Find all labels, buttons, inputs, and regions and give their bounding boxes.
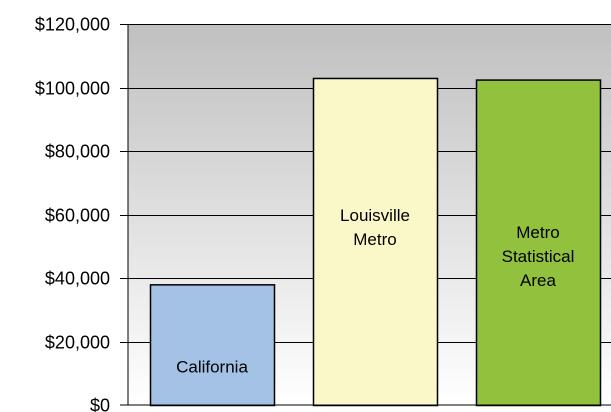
bar-category-label: Area (520, 271, 556, 290)
bar (475, 79, 602, 407)
bar-category-label: Louisville (340, 206, 410, 225)
bar (149, 284, 276, 407)
y-tick-label: $20,000 (45, 333, 110, 353)
y-tick-label: $100,000 (35, 79, 110, 99)
bar-category-label: Statistical (502, 247, 575, 266)
bar-category-label: Metro (353, 230, 396, 249)
bar-labels: California Louisville Metro Metro Statistica… (176, 206, 574, 376)
y-tick-label: $40,000 (45, 269, 110, 289)
y-tick-label: $80,000 (45, 142, 110, 162)
bar-category-label: California (176, 357, 248, 376)
y-tick-label: $60,000 (45, 206, 110, 226)
y-tick-label: $120,000 (35, 15, 110, 35)
bars (149, 77, 602, 407)
y-tick-label: $0 (90, 396, 110, 412)
y-axis-tick-labels: $0 $20,000 $40,000 $60,000 $80,000 $100,000 $1… (35, 15, 110, 412)
bar-category-label: Metro (516, 223, 559, 242)
